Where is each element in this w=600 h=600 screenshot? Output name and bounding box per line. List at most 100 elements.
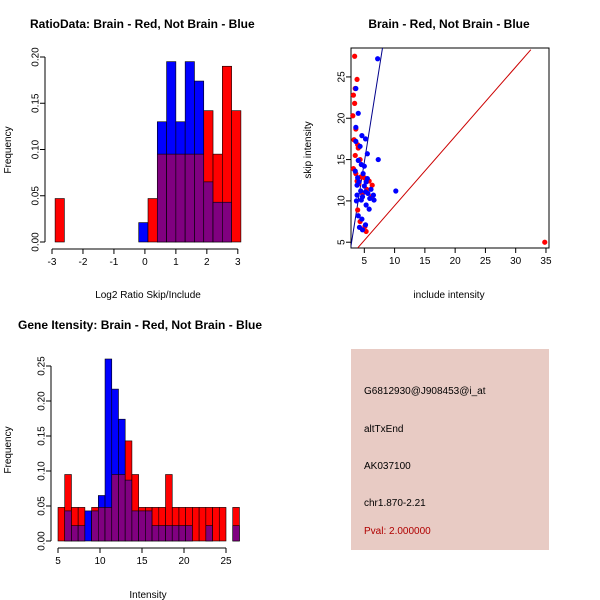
chart1-bar-overlap (222, 201, 232, 243)
chart2-point (358, 197, 364, 203)
location-text: chr1.870-2.21 (364, 498, 426, 509)
chart2-point (393, 188, 399, 194)
chart2-point (352, 168, 358, 174)
chart2-point (361, 163, 367, 169)
chart2-point (362, 136, 369, 142)
chart2-point (350, 113, 356, 119)
chart3-bar (198, 507, 207, 542)
chart2-y-tick-label: 20 (337, 112, 348, 124)
chart2-title: Brain - Red, Not Brain - Blue (368, 17, 530, 31)
chart2-x-tick-label: 20 (450, 256, 462, 267)
chart3-bar-overlap (178, 525, 186, 542)
chart2-diagonal-line (357, 49, 532, 248)
chart2-x-tick-label: 25 (480, 256, 492, 267)
chart1-x-tick-label: -3 (48, 257, 57, 268)
chart1-bar-overlap (156, 153, 167, 243)
chart1-y-tick-label: 0.00 (31, 232, 42, 252)
chart2-point (353, 138, 359, 144)
chart2-point (353, 85, 359, 92)
chart2-point (360, 171, 366, 177)
chart2-point (354, 182, 360, 188)
chart3-xlabel: Intensity (129, 590, 166, 600)
chart2-y-tick-label: 5 (337, 239, 348, 245)
chart2-point (352, 152, 358, 159)
chart2-point (358, 188, 364, 194)
chart2-point (355, 207, 361, 213)
chart3-bar-overlap (145, 510, 153, 542)
chart2-x-tick-label: 35 (540, 256, 552, 267)
chart2-y-tick-label: 15 (337, 154, 348, 166)
chart1-bar-overlap (184, 153, 195, 243)
chart3-x-tick-label: 5 (55, 556, 61, 567)
chart2-point (362, 222, 369, 228)
chart2-point (355, 213, 361, 219)
chart2-point (359, 133, 365, 139)
chart1-y-tick-label: 0.20 (31, 47, 42, 67)
chart2-plot-box (350, 47, 550, 249)
chart3-bar-overlap (91, 510, 99, 542)
chart1-title: RatioData: Brain - Red, Not Brain - Blue (30, 17, 255, 31)
chart3-bar-overlap (77, 525, 86, 542)
chart2-point (369, 182, 375, 188)
chart1-x-tick-label: 3 (235, 257, 241, 268)
chart3-x-tick-label: 10 (94, 556, 106, 567)
chart3-bar (192, 507, 200, 542)
chart3-bar-overlap (98, 507, 106, 542)
chart2-point (542, 239, 548, 245)
chart2-point (353, 124, 359, 130)
chart2-point (354, 192, 360, 198)
chart1-bar-overlap (166, 153, 177, 243)
chart2-point (352, 100, 358, 106)
chart1-xlabel: Log2 Ratio Skip/Include (95, 290, 201, 301)
chart3-x-tick-label: 20 (178, 556, 190, 567)
chart1-y-tick-label: 0.05 (31, 186, 42, 206)
chart1-bar (147, 198, 158, 243)
chart2-x-tick-label: 30 (510, 256, 522, 267)
chart3-title: Gene Itensity: Brain - Red, Not Brain - … (18, 318, 262, 332)
chart2-point (375, 156, 381, 163)
event-type-text: altTxEnd (364, 424, 404, 435)
chart2-point (363, 179, 369, 185)
chart1-x-tick-label: 1 (173, 257, 179, 268)
chart2-point (368, 186, 374, 192)
chart2-point (359, 216, 365, 222)
chart2-ylabel: skip intensity (303, 121, 314, 178)
chart2-point (365, 190, 371, 197)
chart2-point (366, 206, 372, 212)
chart2-point (354, 76, 360, 83)
chart3-bar-overlap (232, 525, 240, 542)
chart2-x-tick-label: 5 (362, 256, 368, 267)
chart3-bar-overlap (71, 525, 79, 542)
chart1-bar-overlap (194, 153, 205, 243)
chart3-bar-overlap (171, 525, 180, 542)
chart3-bar-overlap (138, 510, 146, 542)
chart3-x-tick-label: 25 (220, 556, 232, 567)
chart3-ylabel: Frequency (3, 426, 14, 473)
chart1-y-tick-label: 0.15 (31, 93, 42, 113)
chart3-x-tick-label: 15 (136, 556, 148, 567)
chart3-bar-overlap (185, 525, 193, 542)
chart2-point (355, 157, 361, 163)
chart2-point (361, 183, 367, 189)
chart3-bar (212, 507, 220, 542)
chart2-point (371, 197, 377, 203)
chart3-y-tick-label: 0.25 (37, 356, 48, 376)
chart2-xlabel: include intensity (413, 290, 484, 301)
chart1-x-tick-label: 0 (142, 257, 148, 268)
chart3-bar-overlap (165, 525, 173, 542)
chart2-point (353, 198, 360, 204)
chart3-bar-overlap (64, 510, 72, 542)
chart2-point (357, 143, 363, 149)
chart3-bar-overlap (158, 525, 166, 542)
chart1-bar (138, 222, 149, 243)
chart3-bar-overlap (118, 474, 126, 542)
chart1-ylabel: Frequency (3, 126, 14, 173)
chart2-point (355, 175, 361, 181)
chart2-x-tick-label: 15 (419, 256, 431, 267)
chart3-y-tick-label: 0.05 (37, 496, 48, 516)
chart3-bar-overlap (111, 474, 119, 542)
chart3-bar-overlap (131, 510, 139, 542)
chart2-y-tick-label: 25 (337, 71, 348, 83)
chart3-bar (218, 507, 227, 542)
chart2-point (364, 151, 370, 157)
